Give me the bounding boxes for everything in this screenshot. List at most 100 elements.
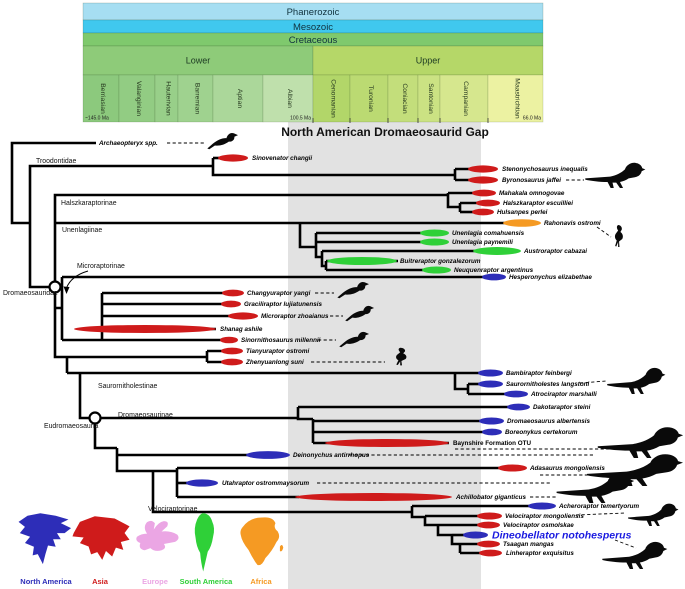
legend-shape-europe: [136, 520, 179, 551]
range-oval: [498, 464, 527, 472]
range-oval: [477, 512, 502, 520]
taxon-label: Austroraptor cabazai: [523, 248, 587, 255]
stage-label: Valanginian: [135, 81, 142, 116]
series-label: Lower: [186, 56, 211, 66]
range-oval: [472, 208, 494, 216]
changyuraptor-silhouette: [337, 281, 369, 299]
taxon-label: Changyuraptor yangi: [247, 290, 311, 297]
range-oval: [477, 521, 500, 529]
taxon-label: Linheraptor exquisitus: [506, 550, 574, 557]
legend-label-south_america: South America: [180, 577, 233, 586]
taxa: Archaeopteryx spp. Sinovenator changii Ste…: [62, 140, 640, 557]
era-label: Cretaceous: [289, 35, 338, 46]
range-oval: [468, 176, 498, 184]
taxon-label: Dromaeosaurus albertensis: [507, 418, 590, 425]
node-eudromaeosauria: [88, 411, 102, 425]
taxon-label: Velociraptor osmolskae: [503, 522, 574, 529]
era-label: Phanerozoic: [287, 7, 340, 18]
range-oval: [420, 238, 449, 246]
taxon-label: Sinornithosaurus millennii: [241, 337, 321, 344]
taxon-label: Tianyuraptor ostromi: [246, 348, 309, 355]
stage-cell: [262, 74, 314, 123]
taxon-label: Zhenyuanlong suni: [245, 359, 304, 366]
microraptorinae-arrow: [66, 270, 89, 289]
range-oval: [325, 439, 449, 447]
stage-label: Cenomanian: [330, 79, 337, 118]
sinornithosaurus-silhouette: [339, 331, 370, 348]
range-oval: [327, 257, 397, 265]
ma-tick-label: 66.0 Ma: [523, 116, 541, 122]
saurornitholestes-silhouette: [607, 367, 666, 394]
microraptor-silhouette: [345, 305, 375, 322]
taxon-label: Deinonychus antirrhopus: [293, 452, 370, 459]
taxon-label: Sinovenator changii: [252, 155, 312, 162]
range-oval: [479, 417, 504, 425]
continent-legend: North America Asia Europe South America Afri…: [18, 513, 284, 586]
byronosaurus-silhouette: [585, 162, 646, 188]
range-oval: [503, 219, 541, 227]
microraptorinae-arrowhead: [63, 286, 70, 294]
stage-cell: [349, 74, 389, 123]
taxon-label: Unenlagia paynemili: [452, 239, 513, 246]
legend-label-north_america: North America: [20, 577, 72, 586]
taxon-label: Byronosaurus jaffei: [502, 177, 561, 184]
legend-shape-north_america: [18, 513, 72, 565]
clade-labels: Troodontidae Halszkaraptorinae Unenlagiina…: [3, 158, 198, 513]
taxon-label: Acheroraptor temertyorum: [558, 503, 640, 510]
taxon-label: Velociraptor mongoliensis: [505, 513, 584, 520]
taxon-label: Mahakala omnogovae: [499, 190, 565, 197]
stage-label: Maastrichtian: [514, 78, 521, 119]
series-label: Upper: [416, 56, 441, 66]
range-oval: [482, 273, 506, 281]
geologic-timescale: Phanerozoic Mesozoic Cretaceous Lower Upper B…: [82, 2, 544, 123]
taxon-label: Rahonavis ostromi: [544, 220, 601, 227]
range-oval: [463, 531, 488, 539]
clade-label: Unenlagiinae: [62, 227, 102, 234]
range-oval: [228, 312, 258, 320]
range-oval: [477, 540, 500, 548]
clade-label: Microraptorinae: [77, 263, 125, 270]
clade-label: Dromaeosaurinae: [118, 412, 173, 419]
tree-branches: [10, 141, 470, 553]
range-oval: [221, 300, 241, 308]
range-oval: [476, 199, 500, 207]
range-oval: [479, 549, 502, 557]
silhouette-leader-line: [614, 539, 637, 549]
stage-label: Coniacian: [401, 83, 408, 113]
stage-cell: [387, 74, 419, 123]
range-oval: [472, 189, 496, 197]
range-oval: [478, 369, 503, 377]
stage-label: Berriasian: [99, 83, 106, 114]
stage-label: Albian: [286, 89, 293, 108]
range-oval: [246, 451, 290, 459]
taxon-label: Stenonychosaurus inequalis: [502, 166, 588, 173]
silhouettes: [207, 132, 684, 569]
range-oval: [504, 390, 528, 398]
stage-label: Aptian: [236, 89, 243, 108]
legend-label-africa: Africa: [250, 577, 272, 586]
range-oval: [295, 493, 452, 501]
legend-shape-south_america: [194, 513, 215, 572]
range-oval: [186, 479, 218, 487]
range-oval: [420, 229, 449, 237]
silhouette-leader-line: [579, 380, 607, 384]
range-oval: [221, 358, 243, 366]
stage-cell: [118, 74, 156, 123]
taxon-label: Baynshire Formation OTU: [453, 440, 531, 447]
taxon-label: Utahraptor ostrommaysorum: [222, 480, 310, 487]
legend-label-asia: Asia: [92, 577, 109, 586]
taxon-label: Unenlagia comahuensis: [452, 230, 525, 237]
silhouette-leader-line: [575, 512, 627, 516]
taxon-label: Neuquenraptor argentinus: [454, 267, 534, 274]
range-oval: [218, 154, 248, 162]
velociraptor-silhouette: [628, 503, 679, 526]
taxon-label: Hulsanpes perlei: [497, 209, 548, 216]
range-oval: [528, 502, 556, 510]
stage-cell: [82, 74, 120, 123]
stage-label: Hauterivian: [165, 81, 172, 116]
zhenyuanlong-silhouette: [396, 347, 407, 366]
stage-cell: [487, 74, 544, 123]
ma-tick-label: ~145.0 Ma: [85, 116, 109, 122]
